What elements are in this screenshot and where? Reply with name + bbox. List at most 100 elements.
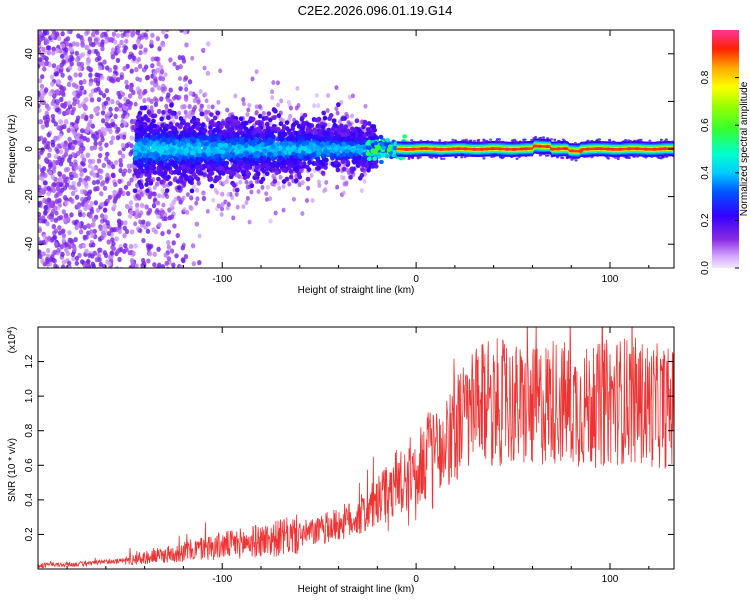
spectrogram-point <box>112 189 117 195</box>
spectrogram-point <box>371 124 377 129</box>
spectrogram-point <box>75 23 79 28</box>
spectrogram-point <box>202 65 207 71</box>
spectrogram-point <box>88 119 93 125</box>
spectrogram-point <box>287 181 292 187</box>
spectrogram-point <box>327 116 332 121</box>
spectrogram-point <box>291 196 296 202</box>
spectrogram-point <box>97 152 103 159</box>
spectrogram-point <box>91 221 96 228</box>
spectrogram-point <box>89 113 94 120</box>
spectrogram-point <box>214 162 220 168</box>
spectrogram-point <box>67 75 72 81</box>
spectrogram-point <box>239 139 244 145</box>
spectrogram-point <box>76 221 82 228</box>
spectrogram-point <box>38 40 41 46</box>
spectrogram-point <box>288 141 294 147</box>
spectrogram-point <box>183 25 187 30</box>
spectrogram-point <box>203 92 208 97</box>
spectrogram-point <box>178 270 182 275</box>
spectrogram-point <box>136 134 142 140</box>
spectrogram-point <box>138 219 143 225</box>
spectrogram-point <box>343 124 349 130</box>
spectrogram-point <box>106 239 111 245</box>
spectrogram-point <box>335 110 340 116</box>
spectrogram-point <box>119 74 124 80</box>
spectrogram-point <box>192 184 197 190</box>
spectrogram-point <box>255 153 261 158</box>
spectrogram-point <box>38 211 42 217</box>
spectrogram-point <box>76 266 81 268</box>
spectrogram-point <box>212 115 218 121</box>
spectrogram-point <box>113 181 118 188</box>
spectrogram-point <box>145 228 151 234</box>
spectrogram-point <box>197 233 202 239</box>
spectrogram-point <box>79 171 84 177</box>
spectrogram-point <box>108 106 113 112</box>
spectrogram-point <box>105 30 110 32</box>
spectrogram-point <box>45 221 50 227</box>
spectrogram-point <box>131 250 136 257</box>
spectrogram-point <box>89 97 95 103</box>
spectrogram-point <box>215 157 220 163</box>
spectrogram-point <box>94 30 100 36</box>
spectrogram-point <box>135 38 141 44</box>
spectrogram-point <box>160 25 164 30</box>
spectrogram-point <box>71 181 76 187</box>
spectrogram-point <box>166 244 172 250</box>
spectrogram-point <box>103 38 109 44</box>
spectrogram-point <box>257 128 263 134</box>
spectrogram-point <box>226 128 232 134</box>
spectrogram-point <box>149 105 154 111</box>
spectrogram-point <box>59 187 65 193</box>
spectrogram-point <box>300 126 305 132</box>
spectrogram-point <box>157 262 162 268</box>
spectrogram-point <box>155 207 160 213</box>
spectrogram-point <box>113 30 119 33</box>
spectrogram-point <box>268 218 273 224</box>
spectrogram-point <box>156 213 161 220</box>
spectrogram-point <box>70 56 75 62</box>
spectrogram-point <box>314 161 319 166</box>
spectrogram-point <box>97 257 102 263</box>
spectrogram-point <box>189 188 195 194</box>
spectrogram-point <box>147 174 152 180</box>
spectrogram-point <box>62 102 67 109</box>
spectrogram-point <box>50 139 55 145</box>
spectrogram-point <box>335 150 341 156</box>
spectrogram-point <box>218 68 223 74</box>
spectrogram-point <box>125 30 131 33</box>
spectrogram-point <box>193 121 198 127</box>
spectrogram-point <box>73 236 78 243</box>
spectrogram-point <box>175 65 180 71</box>
spectrogram-point <box>125 84 130 90</box>
spectrogram-point <box>215 110 221 116</box>
spectrogram-point <box>166 174 171 180</box>
spectrogram-point <box>276 113 282 119</box>
spectrogram-point <box>248 116 254 121</box>
spectrogram-point <box>87 204 92 210</box>
spectrogram-point <box>288 105 293 111</box>
spectrogram-point <box>152 262 157 268</box>
spectrogram-point <box>161 216 166 222</box>
spectrogram-point <box>66 81 72 87</box>
spectrogram-point <box>44 144 49 150</box>
spectrogram-point <box>64 147 69 153</box>
spectrogram-point <box>189 158 194 164</box>
spectrogram-point <box>216 203 221 209</box>
spectrogram-point <box>356 155 362 161</box>
spectrogram-point <box>137 164 142 169</box>
spectrogram-point <box>78 148 83 154</box>
spectrogram-point <box>95 185 100 192</box>
spectrogram-point <box>220 154 226 159</box>
spectrogram-point <box>58 119 64 125</box>
spectrogram-point <box>281 124 287 130</box>
spectrogram-point <box>137 63 143 69</box>
spectrogram-point <box>123 220 128 226</box>
spectrogram-point <box>147 157 153 163</box>
spectrogram-point <box>157 160 163 166</box>
spectrogram-point <box>220 170 226 176</box>
spectrogram-point <box>81 243 87 249</box>
spectrogram-point <box>188 169 194 175</box>
spectrogram-point <box>91 30 96 32</box>
spectrogram-point <box>45 258 51 264</box>
